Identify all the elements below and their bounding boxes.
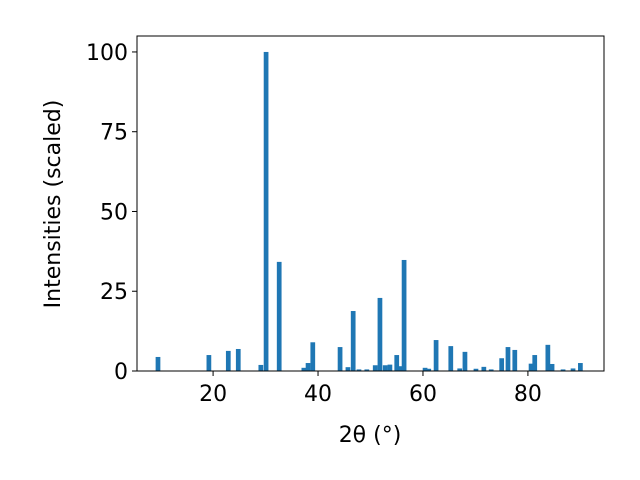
bar bbox=[448, 346, 454, 371]
bar bbox=[387, 364, 393, 371]
bar bbox=[488, 369, 494, 371]
x-tick-label: 40 bbox=[304, 382, 332, 407]
bar bbox=[532, 355, 538, 371]
bar bbox=[512, 349, 518, 371]
bar bbox=[426, 368, 432, 371]
bar bbox=[457, 368, 463, 371]
bar bbox=[276, 261, 282, 371]
bar bbox=[433, 340, 439, 371]
bar bbox=[305, 363, 311, 371]
x-tick-label: 80 bbox=[514, 382, 542, 407]
bar bbox=[206, 355, 212, 371]
bar bbox=[345, 367, 351, 371]
bar bbox=[337, 347, 343, 371]
bar bbox=[481, 366, 487, 371]
y-tick-label: 0 bbox=[114, 360, 128, 385]
bar bbox=[549, 363, 555, 371]
bar bbox=[528, 363, 534, 371]
bar bbox=[578, 363, 583, 371]
bar bbox=[401, 259, 407, 371]
bar bbox=[263, 51, 269, 371]
bar bbox=[560, 369, 566, 371]
bar bbox=[258, 364, 264, 371]
x-tick-label: 60 bbox=[409, 382, 437, 407]
x-tick-label: 20 bbox=[199, 382, 227, 407]
bar bbox=[382, 365, 388, 371]
bar bbox=[235, 348, 241, 371]
bar bbox=[473, 368, 479, 371]
bar bbox=[350, 311, 356, 371]
bar bbox=[364, 369, 370, 371]
bar bbox=[372, 365, 378, 371]
y-tick-label: 75 bbox=[100, 121, 128, 146]
bar bbox=[155, 356, 161, 371]
bar bbox=[462, 351, 468, 371]
bar bbox=[570, 368, 576, 371]
bar bbox=[310, 342, 316, 371]
bar bbox=[301, 367, 307, 371]
y-tick-label: 25 bbox=[100, 280, 128, 305]
y-axis-label: Intensities (scaled) bbox=[41, 100, 66, 309]
bar bbox=[422, 367, 428, 371]
bar bbox=[545, 344, 551, 371]
bar bbox=[398, 366, 404, 371]
plot-frame bbox=[136, 35, 605, 372]
x-axis-label: 2θ (°) bbox=[339, 423, 402, 448]
y-tick-label: 50 bbox=[100, 200, 128, 225]
bar bbox=[377, 297, 383, 371]
bar bbox=[505, 347, 511, 371]
bar bbox=[499, 358, 505, 371]
bar bbox=[356, 369, 362, 371]
y-tick-label: 100 bbox=[86, 41, 128, 66]
bar bbox=[225, 350, 231, 371]
bar bbox=[394, 355, 400, 371]
